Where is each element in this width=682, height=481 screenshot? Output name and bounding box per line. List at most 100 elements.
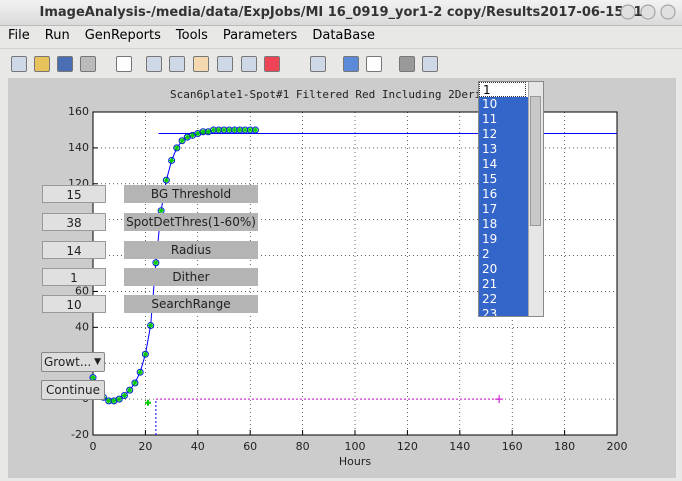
- control-label: SearchRange: [124, 295, 258, 313]
- point-star: [173, 144, 180, 151]
- point-star: [158, 207, 165, 214]
- menu-item[interactable]: File: [8, 28, 30, 43]
- list-item[interactable]: 14: [479, 157, 529, 172]
- continue-button[interactable]: Continue: [41, 380, 105, 400]
- figure: Scan6plate1-Spot#1 Filtered Red Includin…: [8, 78, 676, 478]
- list-item[interactable]: 15: [479, 172, 529, 187]
- point-star: [252, 126, 259, 133]
- point-star: [126, 387, 133, 394]
- edit-box[interactable]: 10: [42, 295, 106, 313]
- edit-box[interactable]: 38: [42, 213, 106, 231]
- data-point: [173, 144, 181, 152]
- list-item[interactable]: 13: [479, 142, 529, 157]
- control-label: Dither: [124, 268, 258, 286]
- list-item[interactable]: 11: [479, 112, 529, 127]
- title-bar: ImageAnalysis-/media/data/ExpJobs/MI 16_…: [0, 0, 682, 26]
- point-star: [241, 126, 248, 133]
- control-label: BG Threshold: [124, 185, 258, 203]
- menu-item[interactable]: Tools: [175, 28, 208, 43]
- point-star: [179, 137, 186, 144]
- data-point: [131, 379, 139, 387]
- list-item[interactable]: 17: [479, 202, 529, 217]
- point-star: [236, 126, 243, 133]
- point-star: [215, 126, 222, 133]
- y-tick-label: -20: [71, 428, 89, 441]
- point-star: [221, 126, 227, 133]
- data-point: [147, 322, 155, 330]
- data-point: [152, 259, 160, 267]
- data-point: [115, 395, 123, 403]
- point-star: [184, 134, 191, 141]
- x-tick-label: 160: [502, 440, 523, 453]
- point-star: [231, 126, 238, 133]
- data-point: [120, 392, 128, 400]
- data-point: [141, 350, 149, 358]
- point-star: [210, 126, 217, 133]
- window-title: ImageAnalysis-/media/data/ExpJobs/MI 16_…: [39, 5, 643, 20]
- point-star: [105, 397, 112, 404]
- control-label: SpotDetThres(1-60%): [124, 213, 258, 231]
- edit-box[interactable]: 14: [42, 241, 106, 259]
- end-marker: [495, 395, 504, 404]
- data-point: [136, 368, 144, 376]
- x-tick-label: 20: [138, 440, 152, 453]
- list-item[interactable]: 22: [479, 292, 529, 307]
- list-item[interactable]: 1: [479, 82, 526, 97]
- list-item[interactable]: 20: [479, 262, 529, 277]
- point-star: [247, 126, 254, 133]
- list-item[interactable]: 2: [479, 247, 529, 262]
- y-tick-label: 40: [75, 320, 89, 333]
- x-tick-label: 100: [345, 440, 366, 453]
- edit-box[interactable]: 15: [42, 185, 106, 203]
- point-star: [163, 177, 170, 184]
- point-star: [137, 369, 144, 376]
- outlier-point: [145, 399, 152, 406]
- point-star: [131, 379, 138, 386]
- list-item[interactable]: 23: [479, 307, 529, 316]
- x-tick-label: 0: [90, 440, 97, 453]
- list-item[interactable]: 21: [479, 277, 529, 292]
- menu-item[interactable]: Run: [44, 28, 70, 43]
- control-label: Radius: [124, 241, 258, 259]
- list-item[interactable]: 12: [479, 127, 529, 142]
- scroll-thumb[interactable]: [530, 96, 541, 226]
- popup-text: Growt...: [44, 355, 92, 369]
- list-item[interactable]: 16: [479, 187, 529, 202]
- point-star: [90, 374, 96, 381]
- menu-item[interactable]: DataBase: [312, 28, 376, 43]
- menu-bar: File Run GenReports Tools Parameters DataBase: [0, 26, 682, 46]
- x-tick-label: 140: [449, 440, 470, 453]
- menu-item[interactable]: Parameters: [222, 28, 298, 43]
- point-star: [194, 130, 201, 137]
- data-point: [178, 137, 186, 145]
- x-tick-label: 180: [554, 440, 575, 453]
- data-point: [126, 386, 134, 394]
- point-star: [121, 392, 128, 399]
- y-tick-label: 160: [68, 105, 89, 118]
- point-star: [205, 128, 212, 135]
- scrollbar[interactable]: [528, 82, 543, 316]
- y-tick-label: 60: [75, 284, 89, 297]
- chart-title: Scan6plate1-Spot#1 Filtered Red Includin…: [170, 88, 508, 101]
- data-point: [162, 176, 170, 184]
- point-star: [189, 132, 196, 139]
- point-star: [147, 322, 154, 329]
- point-star: [116, 396, 123, 403]
- y-tick-label: 140: [68, 141, 89, 154]
- x-tick-label: 80: [296, 440, 310, 453]
- list-item[interactable]: 18: [479, 217, 529, 232]
- x-tick-label: 200: [607, 440, 628, 453]
- x-axis-label: Hours: [339, 455, 371, 468]
- list-item[interactable]: 10: [479, 97, 529, 112]
- list-item[interactable]: 19: [479, 232, 529, 247]
- point-star: [110, 397, 117, 404]
- popup-menu[interactable]: Growt... ▼: [41, 352, 105, 372]
- data-point: [168, 156, 176, 164]
- listbox[interactable]: 1 10 11 12 13 14 15 16 17 18 19 2 20 21 22 23: [478, 81, 544, 317]
- edit-box[interactable]: 1: [42, 268, 106, 286]
- popup-arrow: ▼: [94, 357, 101, 367]
- point-star: [142, 351, 149, 358]
- menu-item[interactable]: GenReports: [84, 28, 161, 43]
- plot: Scan6plate1-Spot#1 Filtered Red Includin…: [68, 88, 628, 468]
